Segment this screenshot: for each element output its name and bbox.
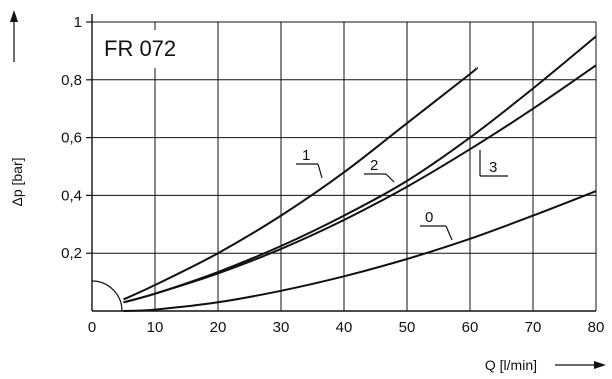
x-axis-arrowhead (594, 361, 606, 369)
x-tick-label-10: 10 (147, 319, 164, 336)
chart-title: FR 072 (104, 36, 176, 61)
y-tick-label-0,8: 0,8 (61, 72, 82, 89)
series-line-1 (123, 67, 479, 301)
curve-label-0: 0 (425, 209, 433, 226)
x-tick-label-40: 40 (336, 319, 353, 336)
x-tick-label-80: 80 (588, 319, 605, 336)
y-axis-arrowhead (10, 10, 18, 22)
y-tick-label-1: 1 (74, 14, 82, 31)
x-axis-label: Q [l/min] (485, 357, 537, 373)
series-line-0 (123, 190, 597, 312)
title-background (97, 30, 192, 68)
grid (92, 21, 597, 311)
curve-labels: 1 2 3 0 (296, 147, 508, 241)
origin-arc (91, 280, 123, 312)
x-tick-label-50: 50 (399, 319, 416, 336)
curve-label-3: 3 (489, 159, 497, 176)
curve-label-leader-2 (385, 173, 395, 183)
y-tick-label-0,2: 0,2 (61, 245, 82, 262)
y-tick-label-0,6: 0,6 (61, 130, 82, 147)
axes (86, 14, 596, 312)
series-group (123, 35, 597, 312)
x-tick-label-20: 20 (210, 319, 227, 336)
x-tick-labels: 0 10 20 30 40 50 60 70 80 (88, 319, 605, 336)
x-tick-label-0: 0 (88, 319, 96, 336)
curve-label-leader-1 (317, 163, 323, 179)
series-line-2 (123, 35, 597, 304)
curve-label-leader-0 (445, 225, 453, 241)
x-tick-label-70: 70 (525, 319, 542, 336)
curve-label-2: 2 (370, 157, 378, 174)
y-axis-label: Δp [bar] (9, 157, 25, 206)
series-line-3 (123, 64, 597, 304)
y-tick-labels: 0,2 0,4 0,6 0,8 1 (61, 14, 82, 262)
curve-label-1: 1 (302, 147, 310, 164)
x-tick-label-30: 30 (273, 319, 290, 336)
origin-quarter-arc (91, 280, 123, 312)
x-tick-label-60: 60 (462, 319, 479, 336)
y-tick-label-0,4: 0,4 (61, 187, 82, 204)
